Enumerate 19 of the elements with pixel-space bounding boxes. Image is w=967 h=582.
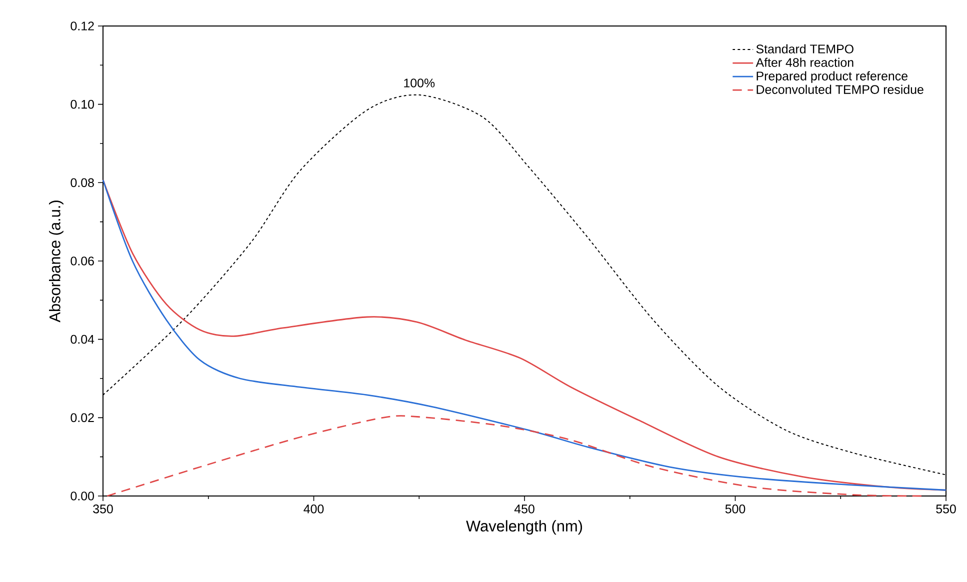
x-tick-label: 550 [936,504,956,514]
legend-label: Standard TEMPO [756,44,854,54]
y-tick-label: 0.08 [70,178,94,188]
x-axis-title: Wavelength (nm) [466,520,582,535]
x-tick-label: 450 [514,504,534,514]
y-tick-label: 0.06 [70,256,94,266]
x-tick-label: 400 [304,504,324,514]
x-tick-label: 500 [725,504,746,514]
legend-label: After 48h reaction [756,58,854,67]
annotation: 100% [404,78,435,88]
legend-label: Prepared product reference [756,71,908,83]
y-tick-label: 0.12 [70,22,94,30]
y-axis-title: Absorbance (a.u.) [49,200,64,322]
y-tick-label: 0.00 [70,492,94,500]
y-tick-label: 0.02 [70,413,94,422]
legend-label: Deconvoluted TEMPO residue [756,84,924,94]
y-tick-label: 0.04 [70,334,94,344]
y-tick-label: 0.10 [70,100,94,109]
x-tick-label: 350 [93,504,113,514]
